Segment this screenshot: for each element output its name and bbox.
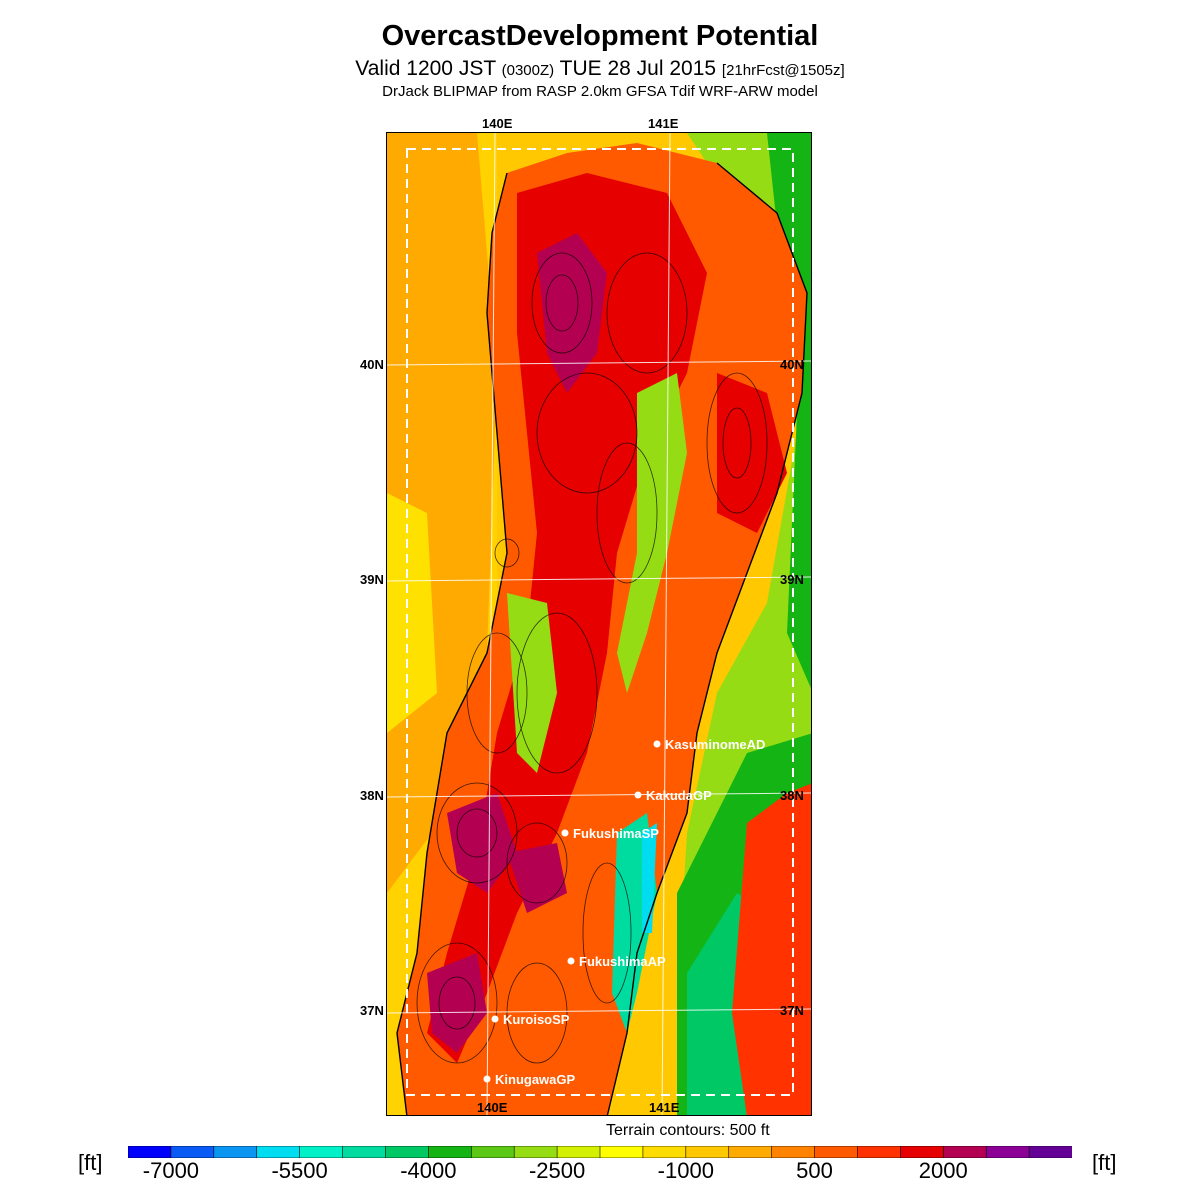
site-label-kinugawagp: KinugawaGP xyxy=(495,1072,576,1087)
colorbar-tick-label: 2000 xyxy=(918,1158,968,1183)
forecast-tag: [21hrFcst@1505z] xyxy=(721,62,845,79)
colorbar-swatch xyxy=(513,1146,558,1158)
lon-label-top-141e: 141E xyxy=(648,116,679,131)
colorbar-swatch xyxy=(213,1146,258,1158)
land-peak-east xyxy=(717,373,787,533)
land-peak-3 xyxy=(507,843,567,913)
colorbar-swatch xyxy=(728,1146,773,1158)
colorbar-tick-label: -2500 xyxy=(528,1158,586,1183)
site-label-kasuminomead: KasuminomeAD xyxy=(665,737,765,752)
lon-label-top-140e: 140E xyxy=(482,116,513,131)
colorbar-unit-right: [ft] xyxy=(1092,1150,1117,1175)
site-label-kuroisosp: KuroisoSP xyxy=(503,1012,570,1027)
valley-north xyxy=(617,373,687,693)
site-dot-kasuminomead[interactable] xyxy=(653,740,661,748)
site-label-fukushimaap: FukushimaAP xyxy=(579,954,666,969)
colorbar-swatch xyxy=(256,1146,301,1158)
lat-label-right-38n: 38N xyxy=(780,788,804,803)
colorbar-swatch xyxy=(170,1146,215,1158)
lon-label-bottom-140e: 140E xyxy=(477,1100,508,1115)
valid-prefix: Valid 1200 JST xyxy=(355,57,496,80)
site-label-fukushimasp: FukushimaSP xyxy=(573,826,659,841)
valid-time-line: Valid 1200 JST (0300Z) TUE 28 Jul 2015 [… xyxy=(0,57,1200,81)
colorbar-unit-left: [ft] xyxy=(78,1150,103,1175)
colorbar-swatch xyxy=(685,1146,730,1158)
inner-domain-box xyxy=(406,148,794,1096)
terrain-contours xyxy=(416,252,768,1064)
site-label-kakudagp: KakudaGP xyxy=(646,788,712,803)
terrain-contour-note: Terrain contours: 500 ft xyxy=(606,1122,770,1139)
colorbar-swatch xyxy=(942,1146,987,1158)
sea-west-yellow xyxy=(387,493,437,733)
lat-label-right-40n: 40N xyxy=(780,357,804,372)
land-peak-1 xyxy=(537,233,607,393)
lat-label-left-40n: 40N xyxy=(360,357,384,372)
colorbar-tick-label: -7000 xyxy=(142,1158,200,1183)
coast-east xyxy=(606,162,808,1115)
site-dot-kuroisosp[interactable] xyxy=(491,1015,499,1023)
colorbar-tick-label: -1000 xyxy=(657,1158,714,1183)
colorbar-swatch xyxy=(857,1146,902,1158)
forecast-map[interactable]: KasuminomeAD KakudaGP FukushimaSP Fukush… xyxy=(386,132,812,1116)
colorbar-swatch xyxy=(900,1146,945,1158)
colorbar-swatch xyxy=(556,1146,601,1158)
colorbar-swatch xyxy=(299,1146,344,1158)
land-peak-2 xyxy=(447,793,517,893)
colorbar-swatch xyxy=(599,1146,644,1158)
map-title: OvercastDevelopment Potential xyxy=(381,20,819,52)
coast-west xyxy=(396,172,508,1115)
colorbar-tick-label: -4000 xyxy=(400,1158,457,1183)
lat-label-right-37n: 37N xyxy=(780,1003,804,1018)
colorbar-swatch xyxy=(428,1146,473,1158)
site-dot-fukushimaap[interactable] xyxy=(567,957,575,965)
lon-label-bottom-141e: 141E xyxy=(649,1100,680,1115)
colorbar-swatch xyxy=(385,1146,430,1158)
sea-east-green xyxy=(767,133,811,689)
site-dot-fukushimasp[interactable] xyxy=(561,829,569,837)
colorbar-swatch xyxy=(470,1146,515,1158)
lat-label-left-39n: 39N xyxy=(360,572,384,587)
site-dot-kinugawagp[interactable] xyxy=(483,1075,491,1083)
colorbar-swatch xyxy=(814,1146,859,1158)
graticule xyxy=(387,133,811,1115)
colorbar-swatch xyxy=(642,1146,687,1158)
site-dot-kakudagp[interactable] xyxy=(634,791,642,799)
lat-label-left-37n: 37N xyxy=(360,1003,384,1018)
sea-east-red xyxy=(732,783,811,1115)
utc-time: (0300Z) xyxy=(501,62,555,79)
model-line: DrJack BLIPMAP from RASP 2.0km GFSA Tdif… xyxy=(382,83,818,100)
colorbar-swatch xyxy=(1028,1146,1072,1158)
valley-west xyxy=(507,593,557,773)
colorbar-tick-label: -5500 xyxy=(271,1158,328,1183)
lat-label-right-39n: 39N xyxy=(780,572,804,587)
map-canvas: KasuminomeAD KakudaGP FukushimaSP Fukush… xyxy=(387,133,811,1115)
land-peak-4 xyxy=(427,953,487,1053)
colorbar-swatch xyxy=(128,1146,172,1158)
site-markers: KasuminomeAD KakudaGP FukushimaSP Fukush… xyxy=(483,737,765,1087)
colorbar xyxy=(128,1146,1072,1158)
colorbar-tick-label: 500 xyxy=(796,1158,833,1183)
lat-label-left-38n: 38N xyxy=(360,788,384,803)
valid-date: TUE 28 Jul 2015 xyxy=(559,57,717,80)
colorbar-swatch xyxy=(771,1146,816,1158)
colorbar-swatch xyxy=(985,1146,1030,1158)
colorbar-swatch xyxy=(342,1146,387,1158)
